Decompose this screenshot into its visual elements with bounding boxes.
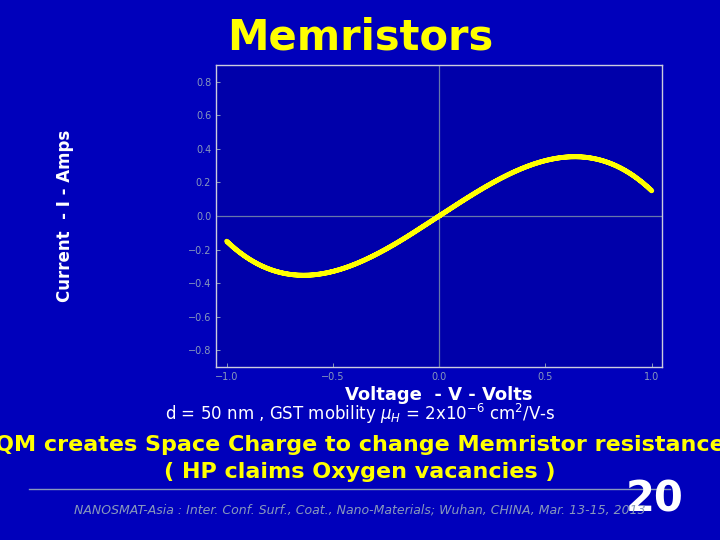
Text: ( HP claims Oxygen vacancies ): ( HP claims Oxygen vacancies )	[164, 462, 556, 482]
Text: Voltage  - V - Volts: Voltage - V - Volts	[346, 386, 533, 404]
Text: Current  - I - Amps: Current - I - Amps	[55, 130, 73, 302]
Text: NANOSMAT-Asia : Inter. Conf. Surf., Coat., Nano-Materials; Wuhan, CHINA, Mar. 13: NANOSMAT-Asia : Inter. Conf. Surf., Coat…	[74, 504, 646, 517]
Text: d = 50 nm , GST mobility $\mu_H$ = 2x10$^{-6}$ cm$^2$/V-s: d = 50 nm , GST mobility $\mu_H$ = 2x10$…	[165, 402, 555, 427]
Text: Memristors: Memristors	[227, 16, 493, 58]
Text: 20: 20	[626, 478, 684, 521]
Text: QM creates Space Charge to change Memristor resistance: QM creates Space Charge to change Memris…	[0, 435, 720, 455]
